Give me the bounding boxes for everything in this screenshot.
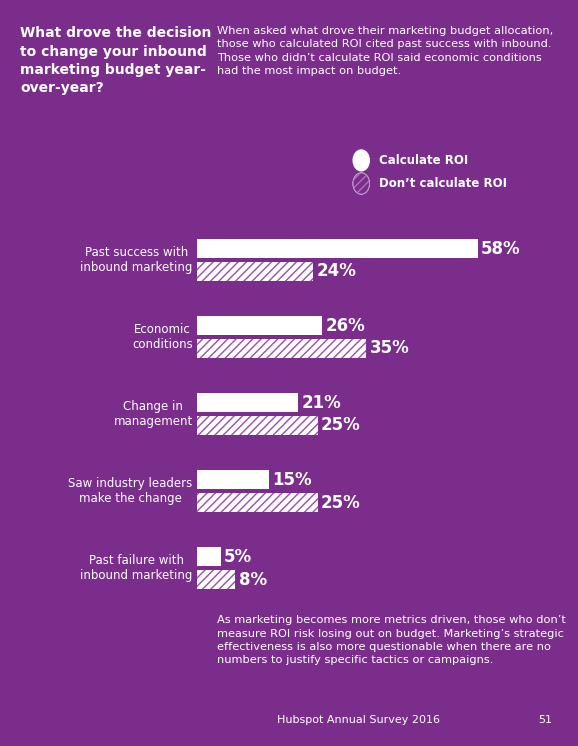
Bar xyxy=(197,239,477,258)
Text: Don’t calculate ROI: Don’t calculate ROI xyxy=(379,177,506,190)
Bar xyxy=(197,547,221,566)
Text: Past success with
inbound marketing: Past success with inbound marketing xyxy=(80,246,192,274)
Bar xyxy=(197,262,313,281)
Text: 35%: 35% xyxy=(369,339,409,357)
Text: Past failure with
inbound marketing: Past failure with inbound marketing xyxy=(80,554,192,582)
Bar xyxy=(197,339,366,358)
Text: 58%: 58% xyxy=(481,239,521,257)
Text: 5%: 5% xyxy=(224,548,252,565)
Text: 51: 51 xyxy=(538,715,552,725)
Bar xyxy=(197,316,323,335)
Text: 25%: 25% xyxy=(321,494,361,512)
Text: 21%: 21% xyxy=(302,394,342,412)
Text: 25%: 25% xyxy=(321,416,361,434)
Bar xyxy=(197,393,298,412)
Bar xyxy=(197,470,269,489)
Text: 15%: 15% xyxy=(273,471,312,489)
Text: Saw industry leaders
make the change: Saw industry leaders make the change xyxy=(68,477,192,505)
Text: 26%: 26% xyxy=(326,316,366,334)
Text: Change in
management: Change in management xyxy=(113,400,192,428)
Text: Hubspot Annual Survey 2016: Hubspot Annual Survey 2016 xyxy=(277,715,440,725)
Text: 8%: 8% xyxy=(239,571,267,589)
Text: Economic
conditions: Economic conditions xyxy=(132,323,192,351)
Bar xyxy=(197,416,318,435)
Text: As marketing becomes more metrics driven, those who don’t
measure ROI risk losin: As marketing becomes more metrics driven… xyxy=(217,615,566,665)
Text: When asked what drove their marketing budget allocation,
those who calculated RO: When asked what drove their marketing bu… xyxy=(217,26,553,75)
Text: Calculate ROI: Calculate ROI xyxy=(379,154,468,167)
Text: What drove the decision
to change your inbound
marketing budget year-
over-year?: What drove the decision to change your i… xyxy=(20,26,212,95)
Text: 24%: 24% xyxy=(316,263,356,280)
Bar xyxy=(197,570,235,589)
Bar xyxy=(197,493,318,512)
